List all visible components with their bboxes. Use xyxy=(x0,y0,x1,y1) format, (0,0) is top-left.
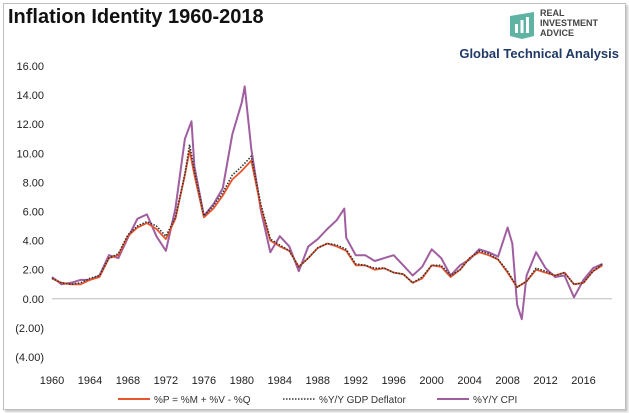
chart-frame xyxy=(3,3,626,410)
logo-wordmark: REAL INVESTMENT ADVICE xyxy=(540,8,598,38)
x-tick-label: 2000 xyxy=(419,375,443,387)
y-tick-label: 8.00 xyxy=(23,177,44,189)
logo-line-1: REAL xyxy=(540,8,565,18)
chart-subtitle: Global Technical Analysis xyxy=(459,46,619,61)
y-tick-label: 4.00 xyxy=(23,236,44,248)
legend-label: %Y/Y CPI xyxy=(473,395,517,406)
x-tick-label: 1996 xyxy=(381,375,405,387)
x-tick-label: 1980 xyxy=(230,375,254,387)
y-tick-label: 12.00 xyxy=(16,119,44,131)
x-tick-label: 1960 xyxy=(40,375,64,387)
x-tick-label: 1984 xyxy=(268,375,292,387)
x-tick-label: 1976 xyxy=(192,375,216,387)
legend-label: %P = %M + %V - %Q xyxy=(154,395,251,406)
y-tick-label: 2.00 xyxy=(23,265,44,277)
y-tick-label: 10.00 xyxy=(16,148,44,160)
y-tick-label: 16.00 xyxy=(16,61,44,73)
series-line-1 xyxy=(51,143,603,289)
x-tick-label: 2008 xyxy=(495,375,519,387)
x-tick-label: 1968 xyxy=(116,375,140,387)
x-tick-label: 1988 xyxy=(306,375,330,387)
brand-logo: REAL INVESTMENT ADVICE xyxy=(508,8,620,42)
x-tick-label: 2016 xyxy=(571,375,595,387)
chart-title: Inflation Identity 1960-2018 xyxy=(8,6,264,28)
x-tick-label: 1972 xyxy=(154,375,178,387)
x-tick-label: 2012 xyxy=(533,375,557,387)
series-line-0 xyxy=(51,149,603,289)
y-tick-label: (4.00) xyxy=(15,352,44,364)
y-tick-label: 0.00 xyxy=(23,294,44,306)
bar-chart-logo-icon xyxy=(510,12,534,39)
x-tick-label: 1992 xyxy=(343,375,367,387)
series-line-2 xyxy=(51,85,603,321)
y-tick-label: (2.00) xyxy=(15,323,44,335)
logo-line-2: INVESTMENT xyxy=(540,18,599,28)
y-tick-label: 14.00 xyxy=(16,90,44,102)
logo-line-3: ADVICE xyxy=(540,28,575,38)
legend-label: %Y/Y GDP Deflator xyxy=(319,395,407,406)
y-tick-label: 6.00 xyxy=(23,207,44,219)
x-tick-label: 2004 xyxy=(457,375,481,387)
x-tick-label: 1964 xyxy=(78,375,102,387)
